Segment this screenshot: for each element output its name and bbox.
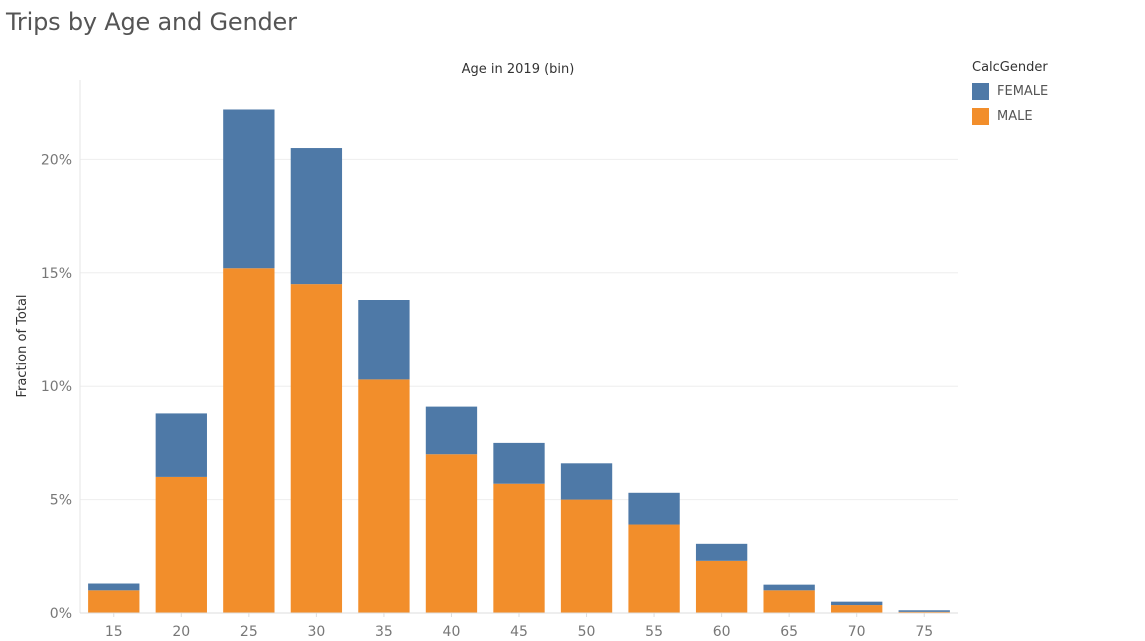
bar-female-35[interactable]	[358, 300, 410, 380]
legend-item-female[interactable]: FEMALE	[972, 79, 1048, 104]
bar-female-30[interactable]	[290, 148, 343, 285]
chart-title: Trips by Age and Gender	[6, 8, 297, 36]
bar-male-65[interactable]	[763, 590, 815, 613]
x-tick-label: 60	[713, 624, 731, 640]
x-tick-label: 65	[780, 624, 798, 640]
bar-male-70[interactable]	[831, 605, 883, 613]
bar-male-45[interactable]	[493, 483, 545, 613]
bar-female-60[interactable]	[695, 543, 748, 561]
bar-male-30[interactable]	[290, 284, 343, 613]
y-tick-label: 10%	[41, 379, 72, 395]
y-tick-label: 5%	[50, 493, 72, 509]
x-tick-label: 55	[645, 624, 663, 640]
x-tick-label: 25	[240, 624, 258, 640]
legend-swatch-female	[972, 83, 989, 100]
bar-male-50[interactable]	[560, 499, 613, 613]
x-tick-label: 30	[307, 624, 325, 640]
y-tick-label: 15%	[41, 266, 72, 282]
x-tick-label: 75	[915, 624, 933, 640]
legend-label-male: MALE	[997, 109, 1033, 124]
legend-swatch-male	[972, 108, 989, 125]
legend-label-female: FEMALE	[997, 84, 1049, 99]
bar-male-60[interactable]	[695, 560, 748, 613]
legend-item-male[interactable]: MALE	[972, 104, 1048, 129]
bar-male-35[interactable]	[358, 379, 410, 613]
legend-title: CalcGender	[972, 60, 1048, 75]
x-axis: 15 20 25 30 35 40 45 50 55 60 65 70 75	[80, 612, 958, 640]
bar-female-15[interactable]	[88, 583, 140, 591]
bar-male-15[interactable]	[88, 590, 140, 613]
x-tick-label: 20	[172, 624, 190, 640]
x-tick-label: 15	[105, 624, 123, 640]
legend: CalcGender FEMALE MALE	[972, 60, 1048, 129]
bar-female-70[interactable]	[831, 601, 883, 606]
y-tick-label: 0%	[50, 606, 72, 622]
x-tick-label: 45	[510, 624, 528, 640]
x-tick-label: 35	[375, 624, 393, 640]
x-tick-label: 70	[848, 624, 866, 640]
bar-female-20[interactable]	[155, 413, 207, 477]
x-tick-label: 40	[443, 624, 461, 640]
y-axis: 0% 5% 10% 15% 20%	[41, 80, 81, 622]
stacked-bar-chart: 0% 5% 10% 15% 20% 15 20 25 30 35 40 45 50 55 60 65 70 75…	[15, 62, 958, 640]
y-tick-label: 20%	[41, 152, 72, 168]
bar-female-75[interactable]	[898, 610, 950, 612]
y-axis-title: Fraction of Total	[15, 294, 30, 397]
bar-female-65[interactable]	[763, 584, 815, 591]
bars	[88, 109, 950, 613]
x-axis-title: Age in 2019 (bin)	[462, 62, 575, 77]
x-tick-label: 50	[578, 624, 596, 640]
bar-female-50[interactable]	[560, 463, 613, 500]
bar-male-20[interactable]	[155, 476, 207, 613]
bar-female-25[interactable]	[223, 109, 275, 269]
bar-female-55[interactable]	[628, 492, 680, 525]
bar-male-55[interactable]	[628, 524, 680, 613]
bar-male-25[interactable]	[223, 268, 275, 613]
bar-male-40[interactable]	[425, 454, 478, 613]
bar-male-75[interactable]	[898, 611, 950, 613]
bar-female-40[interactable]	[425, 406, 478, 455]
bar-female-45[interactable]	[493, 442, 545, 484]
